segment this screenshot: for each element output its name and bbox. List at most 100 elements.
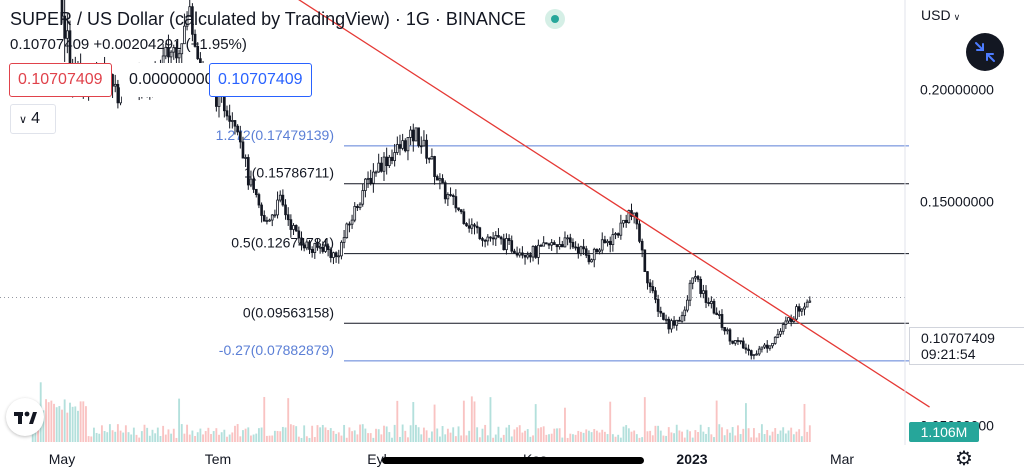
volume-bar bbox=[534, 404, 537, 442]
volume-bar bbox=[771, 431, 774, 442]
volume-bar bbox=[566, 437, 569, 442]
tradingview-logo-glyph bbox=[14, 411, 37, 424]
descending-trendline[interactable] bbox=[190, 0, 930, 408]
volume-bar bbox=[484, 424, 487, 442]
volume-bar bbox=[468, 430, 471, 442]
volume-bar bbox=[428, 437, 431, 442]
volume-bar bbox=[204, 431, 207, 442]
symbol-title[interactable]: SUPER / US Dollar (calculated by Trading… bbox=[10, 9, 526, 29]
candle-body bbox=[470, 224, 474, 229]
candle-body bbox=[345, 223, 349, 239]
volume-bar bbox=[729, 432, 731, 442]
candle-body bbox=[624, 219, 628, 223]
candle-body bbox=[358, 203, 362, 209]
candle-body bbox=[438, 178, 442, 181]
candle-body bbox=[555, 244, 559, 248]
volume-bar bbox=[529, 436, 532, 442]
volume-bar bbox=[572, 434, 574, 442]
volume-bar bbox=[718, 424, 721, 442]
candle-body bbox=[664, 318, 668, 321]
volume-bar bbox=[255, 433, 258, 442]
volume-bar bbox=[47, 402, 50, 442]
candle-body bbox=[374, 171, 378, 174]
indicators-toggle[interactable]: ∨ 4 bbox=[10, 104, 56, 134]
volume-bar bbox=[58, 406, 61, 442]
volume-bar bbox=[300, 437, 303, 442]
volume-bar bbox=[244, 428, 247, 442]
volume-bar bbox=[69, 402, 71, 442]
candle-body bbox=[582, 246, 585, 250]
candle-body bbox=[494, 235, 498, 240]
volume-bar bbox=[436, 428, 439, 442]
volume-bar bbox=[130, 434, 133, 442]
candle-body bbox=[638, 223, 641, 242]
candle-body bbox=[443, 182, 447, 200]
candle-body bbox=[262, 215, 266, 222]
fullscreen-button[interactable] bbox=[966, 33, 1004, 71]
candle-body bbox=[531, 246, 535, 258]
candle-body bbox=[419, 145, 423, 148]
volume-bar bbox=[540, 427, 542, 442]
volume-bar bbox=[345, 437, 348, 442]
volume-bar bbox=[449, 432, 452, 442]
candle-body bbox=[497, 235, 500, 238]
volume-bar bbox=[124, 425, 127, 442]
candle-body bbox=[193, 33, 197, 47]
candle-body bbox=[579, 246, 583, 254]
volume-bar bbox=[745, 403, 747, 442]
candle-body bbox=[691, 277, 695, 284]
candle-body bbox=[340, 241, 343, 257]
volume-bar bbox=[87, 436, 90, 442]
candle-body bbox=[433, 156, 436, 177]
currency-selector[interactable]: USD ∨ bbox=[921, 7, 960, 23]
candle-body bbox=[228, 115, 231, 122]
volume-bar bbox=[619, 437, 622, 442]
volume-bar bbox=[630, 431, 633, 442]
volume-bar bbox=[82, 401, 85, 442]
sell-price-box[interactable]: 0.10707409 bbox=[9, 63, 112, 97]
volume-bar bbox=[297, 436, 300, 442]
tradingview-logo-icon[interactable] bbox=[6, 398, 44, 436]
candle-body bbox=[694, 276, 697, 279]
volume-bar bbox=[207, 427, 210, 442]
candle-body bbox=[515, 252, 519, 256]
volume-bar bbox=[311, 425, 314, 442]
volume-bar bbox=[689, 431, 691, 442]
volume-bar bbox=[518, 425, 521, 442]
candle-body bbox=[707, 302, 711, 304]
volume-bar bbox=[707, 427, 710, 442]
volume-bar bbox=[601, 429, 604, 442]
volume-bar bbox=[446, 428, 449, 442]
volume-bar bbox=[159, 436, 162, 442]
candle-body bbox=[781, 324, 785, 332]
volume-bar bbox=[665, 435, 668, 442]
volume-bar bbox=[452, 427, 455, 442]
buy-price-box[interactable]: 0.10707409 bbox=[209, 63, 312, 97]
candle-body bbox=[608, 240, 612, 246]
candle-body bbox=[164, 46, 168, 57]
candle-body bbox=[451, 195, 455, 198]
ohlc-values: 0.10707409 +0.00204291 (+1.95%) bbox=[10, 36, 247, 53]
candle-body bbox=[720, 314, 724, 328]
volume-bar bbox=[699, 424, 702, 442]
volume-bar bbox=[335, 433, 338, 442]
y-tick-label: 0.20000000 bbox=[920, 81, 994, 97]
candle-body bbox=[454, 196, 458, 209]
candle-body bbox=[696, 276, 700, 280]
volume-bar bbox=[784, 433, 787, 442]
volume-bar bbox=[383, 425, 385, 442]
candle-body bbox=[350, 219, 354, 225]
candle-body bbox=[568, 237, 572, 243]
gear-icon[interactable]: ⚙ bbox=[955, 448, 973, 470]
trendline[interactable] bbox=[190, 0, 930, 408]
candle-body bbox=[475, 225, 479, 229]
volume-bar bbox=[284, 427, 287, 442]
candle-body bbox=[686, 299, 689, 311]
volume-bar bbox=[50, 400, 53, 442]
volume-bar bbox=[359, 424, 361, 442]
candle-body bbox=[481, 238, 484, 241]
volume-bar bbox=[614, 436, 617, 442]
candle-body bbox=[725, 329, 729, 332]
volume-bar bbox=[465, 435, 468, 442]
volume-bar bbox=[361, 424, 364, 442]
